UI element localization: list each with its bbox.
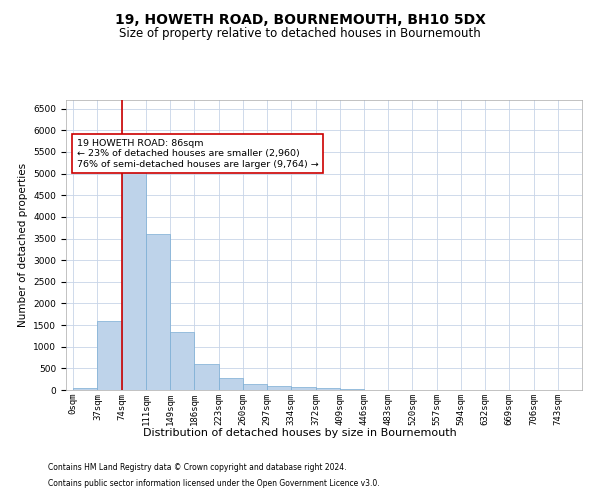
Text: 19 HOWETH ROAD: 86sqm
← 23% of detached houses are smaller (2,960)
76% of semi-d: 19 HOWETH ROAD: 86sqm ← 23% of detached … <box>77 139 319 169</box>
Text: Contains public sector information licensed under the Open Government Licence v3: Contains public sector information licen… <box>48 478 380 488</box>
Bar <box>267 386 291 390</box>
Bar <box>218 378 243 390</box>
Bar <box>316 388 340 390</box>
Text: 19, HOWETH ROAD, BOURNEMOUTH, BH10 5DX: 19, HOWETH ROAD, BOURNEMOUTH, BH10 5DX <box>115 12 485 26</box>
Bar <box>291 386 316 390</box>
Bar <box>170 332 194 390</box>
Text: Contains HM Land Registry data © Crown copyright and database right 2024.: Contains HM Land Registry data © Crown c… <box>48 464 347 472</box>
Bar <box>340 389 364 390</box>
Bar <box>146 234 170 390</box>
Text: Size of property relative to detached houses in Bournemouth: Size of property relative to detached ho… <box>119 28 481 40</box>
Bar <box>243 384 267 390</box>
Text: Distribution of detached houses by size in Bournemouth: Distribution of detached houses by size … <box>143 428 457 438</box>
Bar <box>122 172 146 390</box>
Bar <box>73 388 97 390</box>
Y-axis label: Number of detached properties: Number of detached properties <box>18 163 28 327</box>
Bar <box>97 320 122 390</box>
Bar <box>194 364 218 390</box>
